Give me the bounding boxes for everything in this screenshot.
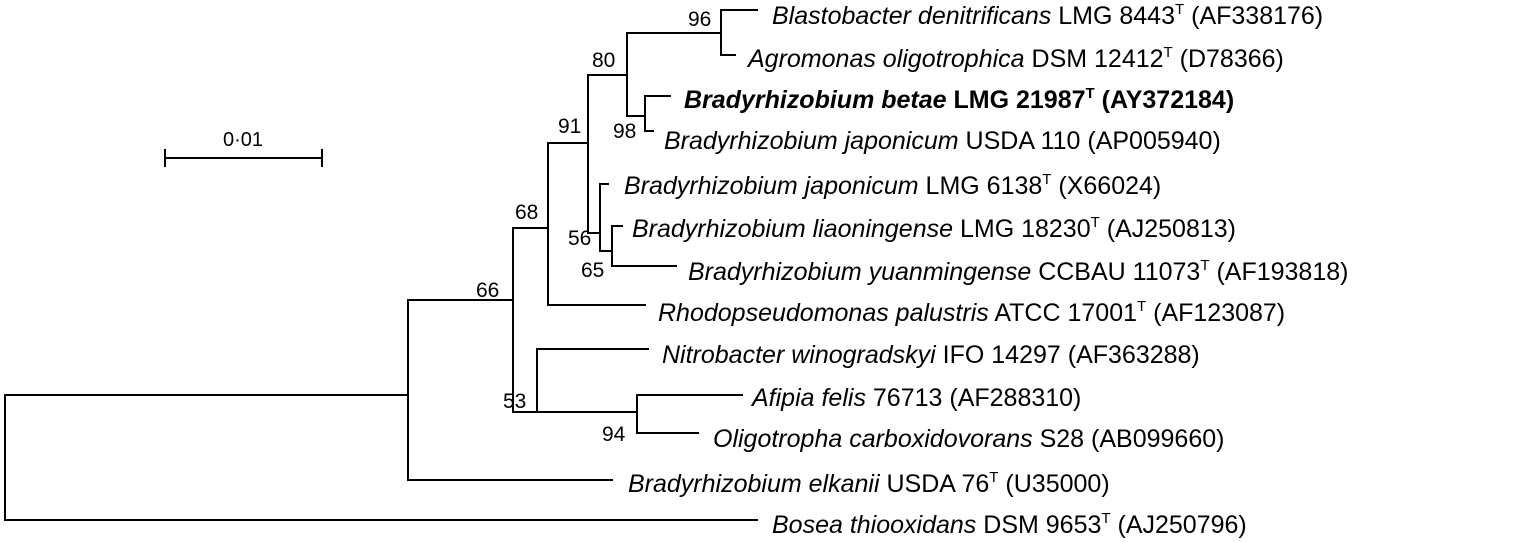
taxon-strain: S28 — [1033, 425, 1084, 453]
type-strain-mark: T — [989, 469, 998, 486]
taxon-strain: CCBAU 11073 — [1031, 258, 1200, 286]
bootstrap-68: 68 — [515, 201, 538, 224]
taxon-strain: LMG 21987 — [947, 86, 1086, 114]
taxon-species-name: Bradyrhizobium japonicum — [624, 172, 919, 200]
taxon-label-t1: Blastobacter denitrificans LMG 8443T (AF… — [772, 1, 1323, 30]
taxon-accession: (AJ250796) — [1111, 511, 1247, 539]
taxon-accession: (AP005940) — [1080, 127, 1220, 155]
taxon-species-name: Bradyrhizobium yuanmingense — [688, 258, 1031, 286]
taxon-label-t7: Bradyrhizobium yuanmingense CCBAU 11073T… — [688, 257, 1348, 286]
taxon-species-name: Bradyrhizobium betae — [684, 86, 947, 114]
bootstrap-65: 65 — [581, 259, 604, 282]
taxon-strain: LMG 6138 — [919, 172, 1043, 200]
taxon-strain: USDA 76 — [880, 470, 990, 498]
taxon-accession: (X66024) — [1051, 172, 1161, 200]
taxon-strain: USDA 110 — [959, 127, 1081, 155]
taxon-accession: (AF363288) — [1061, 341, 1200, 369]
type-strain-mark: T — [1091, 214, 1100, 231]
type-strain-mark: T — [1175, 1, 1184, 18]
bootstrap-56: 56 — [568, 227, 591, 250]
bootstrap-98: 98 — [613, 120, 636, 143]
taxon-accession: (AJ250813) — [1100, 215, 1236, 243]
taxon-strain: DSM 12412 — [1025, 45, 1164, 73]
tree-branches — [4, 9, 758, 521]
taxon-strain: DSM 9653 — [976, 511, 1101, 539]
taxon-label-t9: Nitrobacter winogradskyi IFO 14297 (AF36… — [662, 341, 1200, 369]
taxon-accession: (AF288310) — [942, 384, 1081, 412]
type-strain-mark: T — [1164, 44, 1173, 61]
taxon-label-t2: Agromonas oligotrophica DSM 12412T (D783… — [746, 44, 1284, 73]
taxon-label-t8: Rhodopseudomonas palustris ATCC 17001T (… — [658, 298, 1285, 327]
scale-bar: 0·01 — [164, 129, 323, 167]
taxon-species-name: Agromonas oligotrophica — [746, 45, 1025, 73]
taxon-species-name: Nitrobacter winogradskyi — [662, 341, 937, 369]
taxon-accession: (AY372184) — [1095, 86, 1234, 114]
taxon-label-t11: Oligotropha carboxidovorans S28 (AB09966… — [713, 425, 1224, 453]
taxon-species-name: Bradyrhizobium elkanii — [628, 470, 881, 498]
taxon-species-name: Afipia felis — [750, 384, 866, 412]
taxon-label-t5: Bradyrhizobium japonicum LMG 6138T (X660… — [624, 171, 1161, 200]
taxon-strain: 76713 — [866, 384, 942, 412]
bootstrap-53: 53 — [503, 390, 526, 413]
taxon-labels: Blastobacter denitrificans LMG 8443T (AF… — [624, 1, 1348, 539]
taxon-strain: LMG 18230 — [953, 215, 1091, 243]
bootstrap-66: 66 — [476, 279, 499, 302]
type-strain-mark: T — [1042, 171, 1051, 188]
taxon-accession: (AF338176) — [1184, 2, 1323, 30]
bootstrap-96: 96 — [688, 8, 711, 31]
bootstrap-80: 80 — [592, 49, 615, 72]
bootstrap-94: 94 — [602, 423, 626, 446]
taxon-species-name: Blastobacter denitrificans — [772, 2, 1051, 30]
taxon-strain: ATCC 17001 — [989, 299, 1137, 327]
taxon-accession: (AF123087) — [1146, 299, 1285, 327]
taxon-accession: (AF193818) — [1210, 258, 1349, 286]
type-strain-mark: T — [1200, 257, 1209, 274]
taxon-strain: LMG 8443 — [1051, 2, 1175, 30]
taxon-label-t6: Bradyrhizobium liaoningense LMG 18230T (… — [632, 214, 1236, 243]
type-strain-mark: T — [1137, 298, 1146, 315]
taxon-label-t3: Bradyrhizobium betae LMG 21987T (AY37218… — [684, 85, 1234, 114]
taxon-species-name: Rhodopseudomonas palustris — [658, 299, 989, 327]
taxon-accession: (D78366) — [1173, 45, 1284, 73]
bootstrap-values: 96 80 98 91 56 65 68 66 53 94 — [476, 8, 711, 446]
type-strain-mark: T — [1086, 85, 1095, 102]
scale-bar-label: 0·01 — [223, 129, 263, 151]
type-strain-mark: T — [1101, 510, 1110, 527]
taxon-accession: (AB099660) — [1084, 425, 1224, 453]
taxon-strain: IFO 14297 — [936, 341, 1061, 369]
taxon-label-t13: Bosea thiooxidans DSM 9653T (AJ250796) — [772, 510, 1247, 539]
taxon-species-name: Oligotropha carboxidovorans — [713, 425, 1033, 453]
bootstrap-91: 91 — [558, 115, 581, 138]
taxon-accession: (U35000) — [998, 470, 1109, 498]
taxon-species-name: Bradyrhizobium liaoningense — [632, 215, 953, 243]
taxon-species-name: Bosea thiooxidans — [772, 511, 976, 539]
taxon-label-t10: Afipia felis 76713 (AF288310) — [750, 384, 1081, 412]
taxon-label-t4: Bradyrhizobium japonicum USDA 110 (AP005… — [664, 127, 1221, 155]
taxon-species-name: Bradyrhizobium japonicum — [664, 127, 959, 155]
taxon-label-t12: Bradyrhizobium elkanii USDA 76T (U35000) — [628, 469, 1110, 498]
